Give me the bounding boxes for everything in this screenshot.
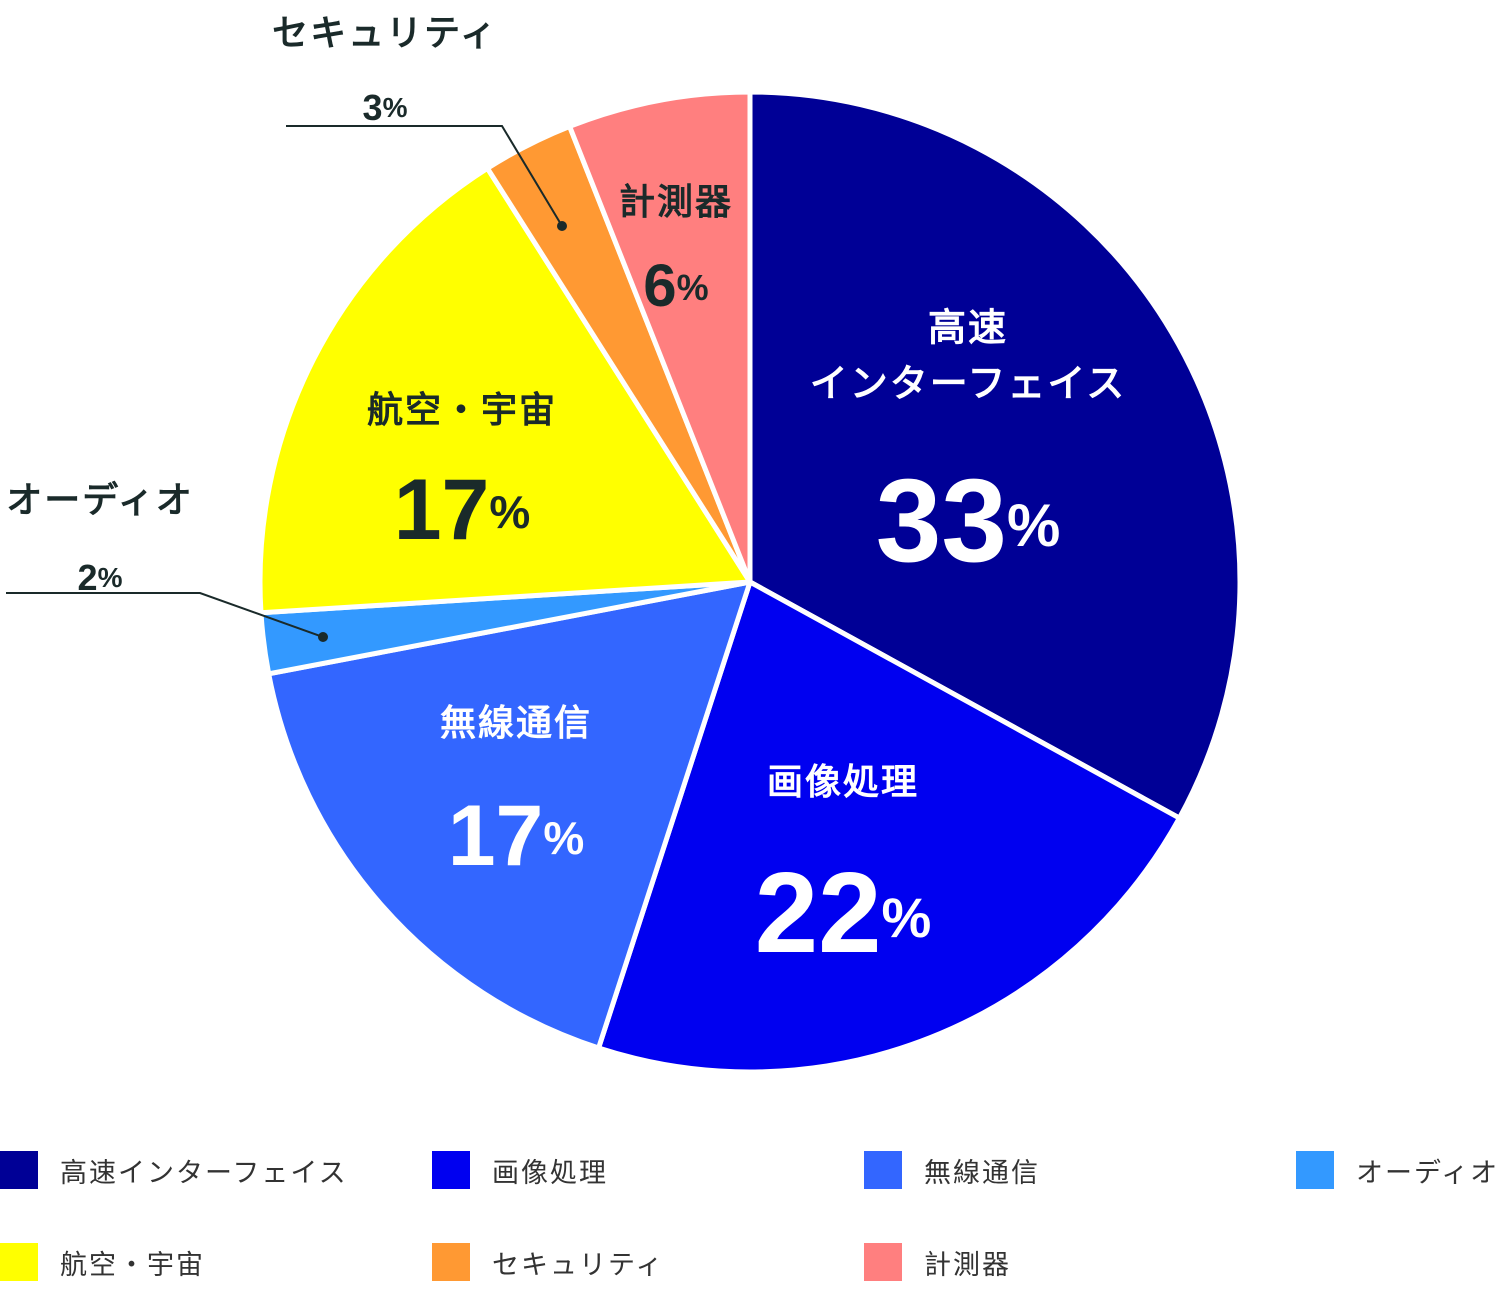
leader-line: [6, 592, 324, 638]
slice-category-label: インターフェイス: [810, 362, 1127, 406]
legend-label: 計測器: [924, 1249, 1011, 1281]
slice-category-label: 計測器: [619, 182, 733, 223]
legend-swatch: [432, 1151, 470, 1189]
leader-dot: [557, 221, 567, 231]
pie-labels: 高速インターフェイス 33% 画像処理 22% 無線通信 17% オーディオ 2% 航空・宇宙 1…: [6, 13, 1127, 977]
slice-category-label: 画像処理: [767, 762, 919, 803]
slice-value-label: 3%: [363, 87, 408, 128]
pie-slice: [266, 579, 753, 1051]
legend-swatch: [432, 1243, 470, 1281]
pie-slice: [596, 579, 1182, 1075]
legend-label: 航空・宇宙: [60, 1249, 205, 1281]
legend-item: 無線通信: [864, 1150, 1040, 1190]
legend-item: オーディオ: [1296, 1150, 1499, 1190]
legend-label: 高速インターフェイス: [60, 1157, 348, 1189]
legend-label: 無線通信: [924, 1157, 1040, 1189]
pie-slices: [257, 89, 1243, 1075]
legend-label: セキュリティ: [492, 1249, 665, 1281]
legend: 高速インターフェイス 画像処理 無線通信 オーディオ 航空・宇宙 セキュリティ …: [0, 1128, 1502, 1290]
legend-item: 画像処理: [432, 1150, 608, 1190]
legend-item: セキュリティ: [432, 1242, 664, 1282]
leader-dot: [318, 632, 328, 642]
pie-slice: [257, 165, 753, 616]
legend-item: 高速インターフェイス: [0, 1150, 348, 1190]
slice-value-label: 6%: [643, 252, 708, 319]
legend-item: 航空・宇宙: [0, 1242, 205, 1282]
legend-label: オーディオ: [1356, 1157, 1500, 1189]
slice-value-label: 2%: [78, 557, 123, 598]
legend-swatch: [0, 1243, 38, 1281]
legend-swatch: [864, 1151, 902, 1189]
legend-label: 画像処理: [492, 1157, 608, 1189]
slice-category-label: オーディオ: [6, 479, 193, 521]
legend-swatch: [864, 1243, 902, 1281]
slice-value-label: 22%: [755, 850, 932, 977]
legend-swatch: [0, 1151, 38, 1189]
slice-category-label: 航空・宇宙: [367, 389, 557, 431]
leader-line: [286, 125, 563, 227]
slice-category-label: 無線通信: [440, 703, 592, 744]
pie-slice: [747, 89, 1243, 821]
legend-item: 計測器: [864, 1242, 1011, 1282]
slice-value-label: 17%: [448, 788, 585, 884]
pie-slice: [567, 89, 753, 585]
slice-value-label: 33%: [876, 455, 1061, 587]
slice-category-label: 高速: [928, 306, 1008, 350]
legend-swatch: [1296, 1151, 1334, 1189]
slice-category-label: セキュリティ: [272, 13, 498, 54]
slice-value-label: 17%: [394, 462, 531, 558]
